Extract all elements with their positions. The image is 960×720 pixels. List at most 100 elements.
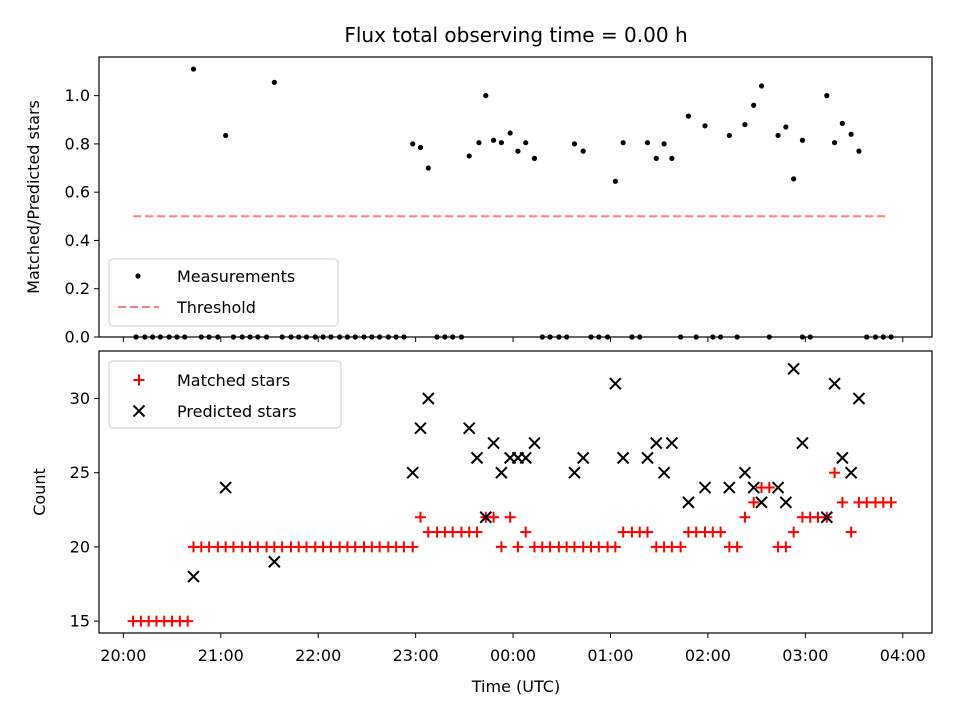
cross-b	[657, 466, 671, 479]
measurement-point	[223, 132, 229, 139]
matched-star-point	[788, 526, 800, 538]
measurement-point	[531, 155, 538, 161]
predicted-star-point	[528, 436, 541, 450]
cross-b	[519, 451, 532, 465]
predicted-star-point	[844, 466, 858, 479]
measurement-point	[661, 141, 667, 147]
x-tick-label: 03:00	[782, 646, 828, 665]
cross-b	[698, 481, 712, 494]
x-tick-label: 23:00	[393, 646, 439, 665]
bottom-y-axis-label: Count	[30, 468, 49, 516]
measurement-point	[425, 165, 431, 171]
measurement-point	[669, 155, 675, 161]
measurement-point	[271, 79, 277, 85]
top-chart-title: Flux total observing time = 0.00 h	[344, 23, 687, 47]
legend-matched-label: Matched stars	[177, 371, 290, 390]
measurement-point	[644, 140, 651, 146]
cross-b	[779, 496, 793, 509]
legend-measurement-marker	[135, 273, 141, 279]
measurement-point	[490, 137, 497, 143]
top-plot-area: 0.0 0.2 0.4 0.6 0.8 1.0 Measurements Threshold	[65, 56, 933, 347]
measurement-point	[190, 66, 197, 72]
measurement-point	[498, 140, 504, 146]
predicted-star-point	[738, 466, 752, 479]
cross-b	[836, 451, 849, 465]
measurement-point	[580, 148, 586, 154]
cross-b	[616, 451, 630, 465]
predicted-star-point	[771, 481, 785, 494]
cross-b	[650, 436, 663, 450]
matched-star-point	[520, 526, 532, 538]
measurement-point	[515, 148, 521, 154]
matched-star-point	[715, 526, 727, 538]
cross-b	[738, 466, 752, 479]
measurement-point	[653, 155, 659, 161]
legend-matched-marker	[133, 374, 145, 386]
predicted-star-point	[682, 496, 695, 509]
cross-b	[268, 555, 281, 568]
measurement-point	[523, 140, 529, 146]
bottom-legend: Matched stars Predicted stars	[108, 360, 342, 429]
cross-b	[723, 481, 736, 494]
predicted-star-point	[796, 436, 809, 450]
measurement-point	[799, 137, 806, 143]
measurement-point	[483, 93, 489, 99]
predicted-star-point	[650, 436, 663, 450]
matched-star-point	[471, 526, 483, 538]
cross-b	[487, 436, 500, 450]
x-tick-label: 00:00	[490, 646, 536, 665]
predicted-star-point	[755, 496, 768, 509]
cross-b	[470, 451, 484, 465]
predicted-star-point	[641, 451, 654, 465]
predicted-star-point	[268, 555, 281, 568]
top-legend: Measurements Threshold	[108, 258, 339, 327]
measurement-point	[685, 113, 692, 119]
top-y-tick-label: 0.2	[65, 279, 90, 298]
measurement-point	[702, 123, 708, 129]
predicted-star-point	[568, 466, 581, 479]
predicted-star-point	[487, 436, 500, 450]
top-y-axis-label: Matched/Predicted stars	[24, 100, 43, 294]
cross-b	[495, 466, 508, 479]
cross-b	[852, 392, 866, 405]
cross-b	[787, 362, 800, 376]
measurement-point	[620, 140, 626, 146]
predicted-star-point	[414, 421, 427, 435]
predicted-star-point	[463, 421, 476, 435]
predicted-star-point	[665, 436, 679, 450]
measurement-point	[831, 140, 838, 146]
cross-b	[414, 421, 427, 435]
cross-b	[844, 466, 858, 479]
predicted-star-point	[657, 466, 671, 479]
measurement-point	[783, 124, 789, 130]
x-tick-label: 21:00	[198, 646, 244, 665]
matched-star-point	[609, 541, 621, 553]
matched-star-point	[885, 496, 897, 508]
measurement-point	[758, 83, 765, 89]
predicted-star-point	[723, 481, 736, 494]
matched-star-point	[182, 615, 194, 627]
matched-star-point	[495, 541, 507, 553]
cross-b	[577, 451, 590, 465]
legend-threshold-label: Threshold	[176, 298, 256, 317]
x-tick-label: 02:00	[685, 646, 731, 665]
predicted-star-point	[698, 481, 712, 494]
top-plot-frame	[98, 56, 933, 338]
measurement-point	[571, 141, 578, 147]
matched-star-point	[642, 526, 654, 538]
predicted-star-point	[828, 377, 841, 390]
top-legend-box	[108, 258, 339, 327]
cross-b	[682, 496, 695, 509]
predicted-star-point	[470, 451, 484, 465]
measurement-point	[775, 132, 781, 139]
bottom-plot-frame	[98, 350, 933, 634]
cross-b	[755, 496, 768, 509]
measurement-point	[417, 144, 424, 151]
cross-b	[132, 404, 146, 418]
matched-star-point	[504, 511, 516, 523]
bottom-y-tick-label: 15	[70, 612, 90, 631]
predicted-star-point	[519, 451, 532, 465]
top-y-tick-label: 0.6	[65, 183, 90, 202]
legend-predicted-label: Predicted stars	[177, 402, 297, 421]
